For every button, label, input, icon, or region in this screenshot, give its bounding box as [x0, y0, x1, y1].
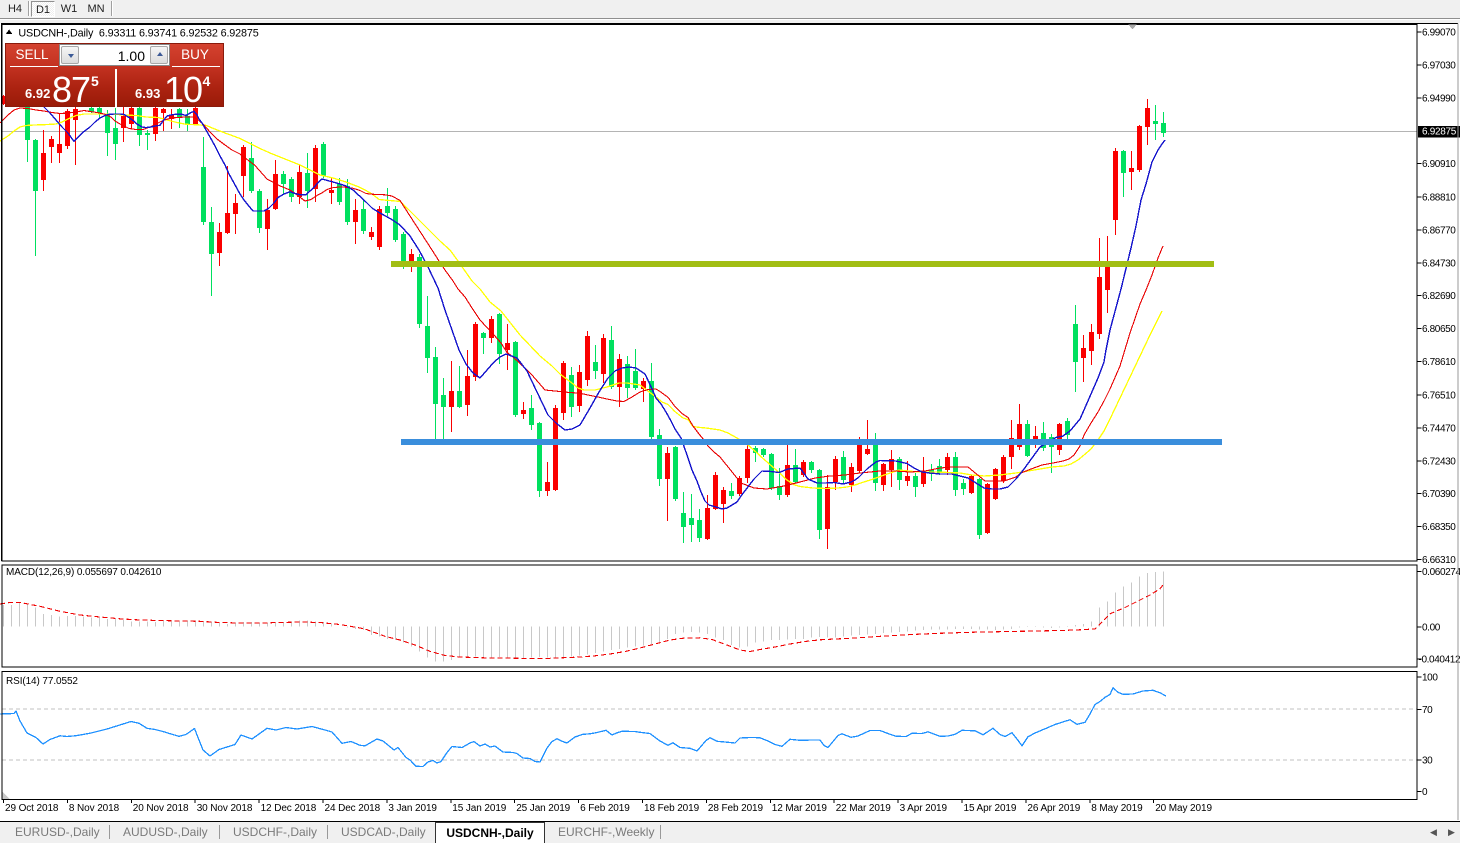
- svg-text:70: 70: [1422, 705, 1433, 716]
- svg-text:30 Nov 2018: 30 Nov 2018: [197, 803, 253, 814]
- svg-text:6.97030: 6.97030: [1422, 61, 1456, 72]
- svg-text:12 Mar 2019: 12 Mar 2019: [772, 803, 828, 814]
- svg-text:6.72430: 6.72430: [1422, 456, 1456, 467]
- svg-text:100: 100: [1422, 673, 1438, 684]
- svg-text:3 Apr 2019: 3 Apr 2019: [900, 803, 948, 814]
- svg-text:3 Jan 2019: 3 Jan 2019: [388, 803, 437, 814]
- svg-text:22 Mar 2019: 22 Mar 2019: [836, 803, 892, 814]
- svg-text:0: 0: [1422, 787, 1428, 798]
- svg-text:6.74470: 6.74470: [1422, 424, 1456, 435]
- svg-text:6.92875: 6.92875: [1422, 127, 1457, 138]
- svg-text:6.88810: 6.88810: [1422, 193, 1456, 204]
- svg-text:8 May 2019: 8 May 2019: [1091, 803, 1143, 814]
- svg-text:RSI(14) 77.0552: RSI(14) 77.0552: [6, 676, 78, 687]
- svg-text:-0.040412: -0.040412: [1419, 655, 1460, 666]
- svg-text:6.76510: 6.76510: [1422, 391, 1456, 402]
- svg-text:USDCNH-,Daily 6.93311 6.93741: USDCNH-,Daily 6.93311 6.93741 6.92532 6.…: [18, 28, 258, 40]
- svg-text:6.94990: 6.94990: [1422, 93, 1456, 104]
- svg-text:26 Apr 2019: 26 Apr 2019: [1027, 803, 1080, 814]
- svg-text:6.70390: 6.70390: [1422, 489, 1456, 500]
- svg-text:6.82690: 6.82690: [1422, 291, 1456, 302]
- svg-text:0.00: 0.00: [1422, 622, 1441, 633]
- svg-text:20 Nov 2018: 20 Nov 2018: [133, 803, 189, 814]
- svg-text:25 Jan 2019: 25 Jan 2019: [516, 803, 570, 814]
- svg-text:20 May 2019: 20 May 2019: [1155, 803, 1212, 814]
- svg-text:18 Feb 2019: 18 Feb 2019: [644, 803, 700, 814]
- svg-text:8 Nov 2018: 8 Nov 2018: [69, 803, 120, 814]
- svg-text:6.66310: 6.66310: [1422, 555, 1456, 566]
- svg-text:MACD(12,26,9) 0.055697 0.04261: MACD(12,26,9) 0.055697 0.042610: [6, 567, 162, 578]
- svg-text:6.80650: 6.80650: [1422, 324, 1456, 335]
- svg-text:29 Oct 2018: 29 Oct 2018: [5, 803, 59, 814]
- svg-text:15 Apr 2019: 15 Apr 2019: [964, 803, 1017, 814]
- svg-text:6.99070: 6.99070: [1422, 28, 1456, 39]
- svg-text:6.78610: 6.78610: [1422, 357, 1456, 368]
- svg-text:6.90910: 6.90910: [1422, 159, 1456, 170]
- svg-text:30: 30: [1422, 756, 1433, 767]
- svg-text:6 Feb 2019: 6 Feb 2019: [580, 803, 630, 814]
- svg-text:24 Dec 2018: 24 Dec 2018: [325, 803, 381, 814]
- svg-text:0.060274: 0.060274: [1422, 567, 1460, 578]
- svg-text:6.68350: 6.68350: [1422, 522, 1456, 533]
- svg-text:12 Dec 2018: 12 Dec 2018: [261, 803, 317, 814]
- svg-text:15 Jan 2019: 15 Jan 2019: [452, 803, 506, 814]
- svg-text:6.86770: 6.86770: [1422, 226, 1456, 237]
- svg-text:28 Feb 2019: 28 Feb 2019: [708, 803, 764, 814]
- svg-text:6.84730: 6.84730: [1422, 258, 1456, 269]
